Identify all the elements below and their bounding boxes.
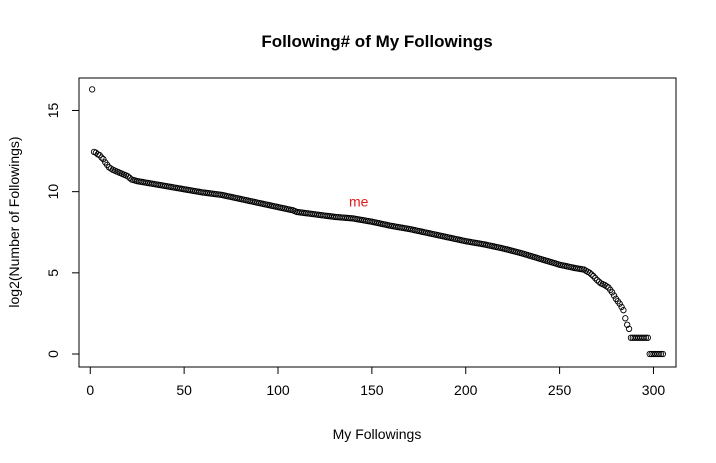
x-tick-label: 100 — [266, 382, 290, 398]
x-tick-label: 0 — [86, 382, 94, 398]
x-axis: 0 50 100 150 200 250 300 — [86, 366, 666, 398]
chart-title: Following# of My Followings — [261, 32, 492, 51]
data-point — [610, 292, 618, 299]
plot-frame — [78, 77, 677, 368]
data-point — [588, 271, 595, 278]
data-point — [98, 154, 105, 161]
data-point — [100, 156, 107, 163]
y-axis-label: log2(Number of Followings) — [6, 136, 22, 307]
data-point — [640, 334, 648, 341]
x-tick-label: 250 — [548, 382, 572, 398]
data-point — [609, 289, 616, 296]
data-point — [655, 350, 663, 358]
y-tick-label: 10 — [45, 184, 61, 200]
data-point — [586, 269, 593, 276]
y-tick-label: 15 — [45, 102, 61, 118]
data-point — [642, 334, 650, 341]
x-tick-label: 50 — [176, 382, 192, 398]
data-point — [625, 325, 633, 332]
data-point — [124, 173, 131, 180]
data-point — [659, 350, 667, 358]
data-point — [624, 321, 631, 328]
data-points — [88, 86, 667, 358]
data-point — [644, 334, 651, 341]
data-point — [592, 274, 599, 282]
data-point — [657, 350, 665, 358]
y-axis: 0 5 10 15 — [45, 102, 80, 358]
annotation-me: me — [349, 193, 369, 209]
y-tick-label: 0 — [45, 350, 61, 358]
data-point — [616, 300, 623, 307]
data-point — [620, 307, 627, 314]
data-point — [590, 272, 597, 280]
x-tick-label: 150 — [360, 382, 384, 398]
data-point — [594, 276, 601, 284]
data-point — [88, 86, 96, 93]
y-tick-label: 5 — [45, 269, 61, 277]
x-tick-label: 200 — [454, 382, 478, 398]
x-axis-label: My Followings — [333, 426, 422, 442]
x-tick-label: 300 — [642, 382, 666, 398]
data-point — [618, 303, 625, 311]
data-point — [622, 315, 629, 322]
